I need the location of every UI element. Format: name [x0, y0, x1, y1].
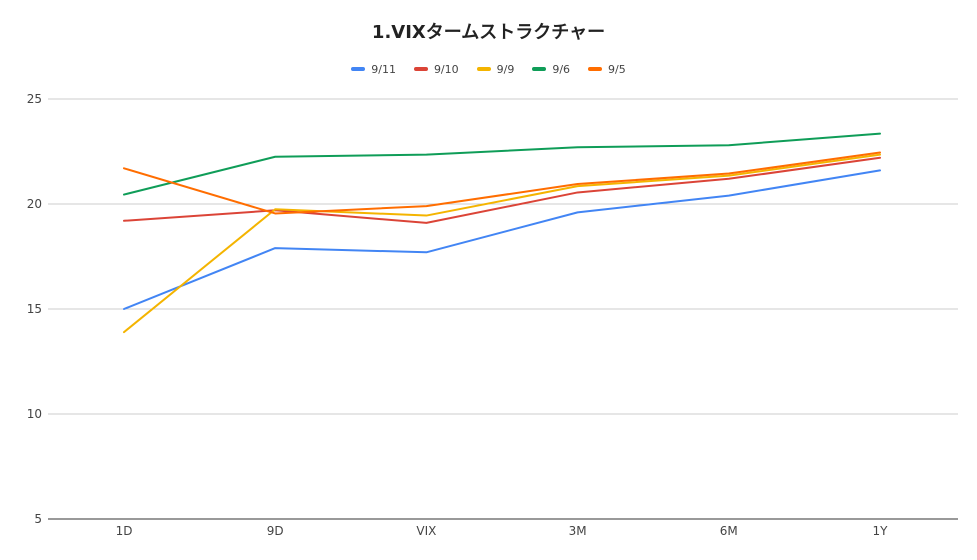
series-line-2: [123, 153, 881, 334]
legend-label: 9/10: [433, 62, 459, 76]
x-tick-label: 6M: [720, 524, 738, 538]
x-tick-label: 1D: [116, 524, 133, 538]
y-tick-label: 5: [34, 512, 42, 526]
legend-item: 9/9: [476, 62, 515, 76]
series-line-4: [123, 151, 881, 215]
gridlines: [48, 98, 958, 520]
series-line-3: [123, 132, 881, 196]
y-tick-label: 15: [27, 302, 42, 316]
legend-item: 9/11: [351, 63, 396, 76]
legend-label: 9/5: [608, 62, 626, 76]
legend-item: 9/5: [588, 63, 626, 76]
legend-label: 9/11: [371, 62, 396, 76]
x-tick-label: VIX: [416, 524, 436, 538]
legend-swatch: [413, 67, 428, 71]
legend-swatch: [351, 67, 366, 71]
legend-label: 9/9: [496, 62, 515, 76]
legend-label: 9/6: [552, 62, 571, 76]
x-tick-label: 3M: [569, 524, 587, 538]
legend-item: 9/10: [413, 62, 459, 76]
legend-item: 9/6: [532, 63, 570, 76]
axes: 5 10 15 20 25 1D 9D VIX 3M 6M 1Y: [27, 92, 888, 538]
legend: 9/11 9/10 9/9 9/6 9/5: [0, 60, 977, 78]
series-line-0: [123, 169, 881, 310]
y-tick-label: 10: [27, 407, 42, 421]
chart-title: 1.VIXタームストラクチャー: [371, 22, 606, 43]
series-lines: [123, 132, 881, 334]
legend-swatch: [476, 67, 491, 71]
y-tick-label: 20: [27, 197, 42, 211]
x-tick-label: 9D: [267, 524, 284, 538]
legend-swatch: [532, 67, 547, 71]
legend-swatch: [588, 67, 603, 71]
y-tick-label: 25: [27, 92, 42, 106]
x-tick-label: 1Y: [873, 524, 889, 538]
series-line-1: [123, 156, 881, 224]
